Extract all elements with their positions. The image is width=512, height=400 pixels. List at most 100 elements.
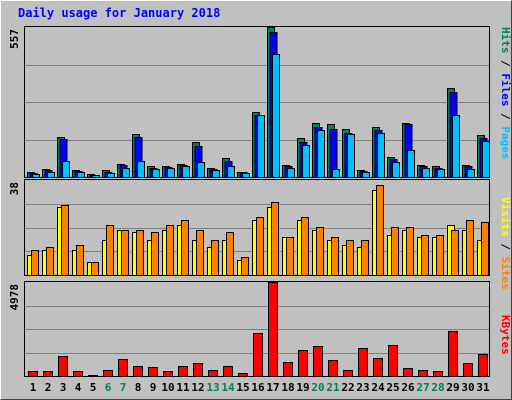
pages-bar bbox=[182, 166, 190, 178]
day-label: 14 bbox=[221, 381, 235, 394]
day-label: 31 bbox=[476, 381, 490, 394]
kbytes-bar bbox=[193, 363, 203, 377]
sites-bar bbox=[316, 227, 324, 276]
pages-bar bbox=[302, 145, 310, 178]
day-label: 15 bbox=[236, 381, 249, 394]
kbytes-bar bbox=[238, 373, 248, 377]
pages-bar bbox=[437, 169, 445, 178]
pages-bar bbox=[242, 173, 250, 178]
pages-bar bbox=[467, 169, 475, 178]
kbytes-bar bbox=[433, 371, 443, 377]
pages-bar bbox=[257, 115, 265, 178]
day-label: 11 bbox=[176, 381, 190, 394]
sites-bar bbox=[271, 202, 279, 276]
sites-bar bbox=[196, 230, 204, 276]
sites-bar bbox=[91, 262, 99, 276]
sites-bar bbox=[106, 225, 114, 276]
day-label: 1 bbox=[30, 381, 37, 394]
day-label: 29 bbox=[446, 381, 459, 394]
kbytes-bar bbox=[103, 370, 113, 377]
kbytes-bar bbox=[463, 363, 473, 377]
sites-bar bbox=[376, 185, 384, 276]
kbytes-bar bbox=[43, 371, 53, 377]
kbytes-bar bbox=[448, 331, 458, 377]
chart-title: Daily usage for January 2018 bbox=[18, 6, 221, 20]
pages-bar bbox=[212, 170, 220, 178]
pages-bar bbox=[167, 168, 175, 178]
pages-bar bbox=[152, 169, 160, 178]
kbytes-bar bbox=[28, 371, 38, 377]
kbytes-bar bbox=[58, 356, 68, 377]
pages-bar bbox=[227, 166, 235, 178]
day-label: 30 bbox=[461, 381, 474, 394]
day-label: 2 bbox=[45, 381, 52, 394]
day-label: 21 bbox=[326, 381, 340, 394]
day-label: 27 bbox=[416, 381, 429, 394]
kbytes-bar bbox=[163, 371, 173, 377]
pages-bar bbox=[92, 175, 100, 178]
sites-bar bbox=[226, 232, 234, 276]
pages-bar bbox=[197, 162, 205, 178]
sites-bar bbox=[136, 230, 144, 276]
pages-bar bbox=[482, 141, 490, 178]
sites-bar bbox=[481, 222, 489, 276]
day-label: 12 bbox=[191, 381, 204, 394]
sites-bar bbox=[391, 227, 399, 276]
pages-bar bbox=[62, 161, 70, 178]
day-label: 28 bbox=[431, 381, 444, 394]
day-label: 24 bbox=[371, 381, 385, 394]
kbytes-bar bbox=[133, 366, 143, 377]
pages-bar bbox=[287, 168, 295, 178]
kbytes-bar bbox=[73, 371, 83, 377]
day-label: 23 bbox=[356, 381, 369, 394]
pages-bar bbox=[377, 133, 385, 178]
kbytes-bar bbox=[298, 350, 308, 377]
pages-bar bbox=[422, 168, 430, 178]
kbytes-bar bbox=[283, 362, 293, 377]
sites-bar bbox=[241, 257, 249, 276]
visitors-ymax-label: 38 bbox=[8, 182, 21, 195]
pages-bar bbox=[137, 161, 145, 178]
sites-bar bbox=[121, 230, 129, 276]
kbytes-bar bbox=[223, 366, 233, 377]
day-label: 22 bbox=[341, 381, 354, 394]
pages-bar bbox=[332, 169, 340, 178]
pages-bar bbox=[392, 162, 400, 178]
day-label: 17 bbox=[266, 381, 279, 394]
sites-bar bbox=[166, 225, 174, 276]
pages-bar bbox=[317, 130, 325, 178]
day-label: 16 bbox=[251, 381, 265, 394]
day-label: 26 bbox=[401, 381, 415, 394]
sites-bar bbox=[361, 240, 369, 276]
kbytes-bar bbox=[268, 282, 278, 377]
day-label: 25 bbox=[386, 381, 399, 394]
kbytes-bar bbox=[118, 359, 128, 377]
day-label: 13 bbox=[206, 381, 219, 394]
pages-bar bbox=[362, 172, 370, 178]
kbytes-bar bbox=[478, 354, 488, 377]
sites-bar bbox=[331, 237, 339, 276]
day-label: 4 bbox=[75, 381, 82, 394]
day-label: 10 bbox=[161, 381, 174, 394]
day-label: 20 bbox=[311, 381, 324, 394]
sites-bar bbox=[406, 227, 414, 276]
kbytes-bar bbox=[148, 367, 158, 377]
pages-bar bbox=[272, 54, 280, 178]
kbytes-legend: KBytes bbox=[499, 315, 512, 355]
pages-bar bbox=[122, 168, 130, 178]
sites-bar bbox=[286, 237, 294, 276]
pages-bar bbox=[452, 115, 460, 178]
sites-bar bbox=[346, 240, 354, 276]
sites-bar bbox=[466, 220, 474, 276]
kbytes-bar bbox=[88, 375, 98, 377]
sites-bar bbox=[76, 245, 84, 276]
pages-bar bbox=[107, 173, 115, 178]
sites-bar bbox=[181, 220, 189, 276]
kbytes-bar bbox=[328, 360, 338, 377]
day-label: 3 bbox=[60, 381, 67, 394]
pages-bar bbox=[32, 174, 40, 178]
day-label: 7 bbox=[120, 381, 127, 394]
day-label: 6 bbox=[105, 381, 112, 394]
pages-bar bbox=[47, 172, 55, 178]
